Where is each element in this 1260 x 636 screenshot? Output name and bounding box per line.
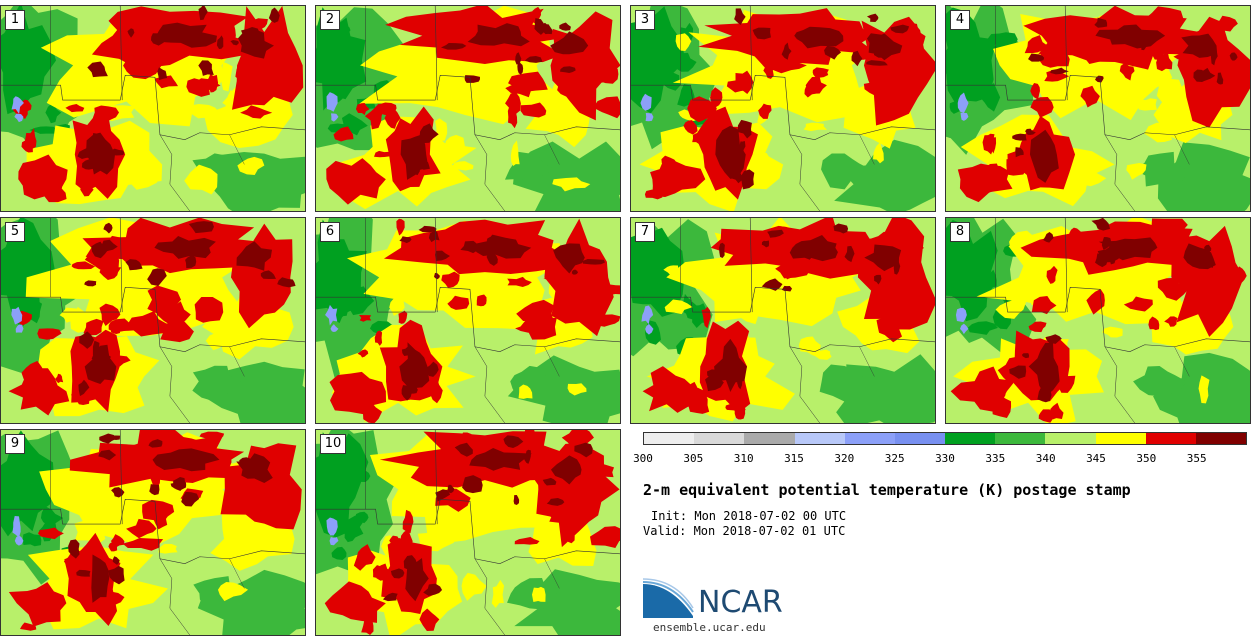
colorbar-tick-label: 345 [1086,452,1106,465]
member-number-label: 10 [320,434,346,454]
colorbar-segment [945,433,996,444]
temperature-map [1,430,305,635]
colorbar-ticks: 300 305 310 315 320 325 330 335 340 345 350 355 [633,452,1247,466]
member-number-label: 7 [635,222,655,242]
ensemble-member-panel: 6 [315,217,621,424]
colorbar-tick-label: 350 [1136,452,1157,465]
colorbar [643,432,1247,445]
colorbar-tick-label: 330 [935,452,955,465]
temperature-map [946,218,1250,423]
colorbar-segment [694,433,745,444]
ensemble-member-panel: 3 [630,5,936,212]
colorbar-segment [844,433,895,444]
colorbar-tick-label: 305 [683,452,704,465]
colorbar-segment [1195,433,1247,444]
colorbar-segment [1045,433,1096,444]
member-number-label: 5 [5,222,25,242]
init-time: Init: Mon 2018-07-02 00 UTC [651,509,847,523]
colorbar-segment [744,433,795,444]
member-number-label: 9 [5,434,25,454]
colorbar-segment [794,433,845,444]
member-number-label: 8 [950,222,970,242]
colorbar-segment [1145,433,1196,444]
logo-text: NCAR [698,585,783,620]
member-number-label: 2 [320,10,340,30]
ensemble-member-panel: 10 [315,429,621,636]
colorbar-segment [894,433,946,444]
ensemble-member-panel: 5 [0,217,306,424]
member-number-label: 4 [950,10,970,30]
member-number-label: 3 [635,10,655,30]
ncar-logo-icon [643,578,694,618]
ensemble-member-panel: 7 [630,217,936,424]
temperature-map [946,6,1250,211]
colorbar-segment [644,433,695,444]
valid-time: Valid: Mon 2018-07-02 01 UTC [643,524,846,538]
colorbar-tick-label: 320 [834,452,855,465]
colorbar-tick-label: 355 [1186,452,1207,465]
colorbar-tick-label: 315 [784,452,804,465]
member-number-label: 1 [5,10,25,30]
ensemble-member-panel: 2 [315,5,621,212]
ensemble-member-panel: 8 [945,217,1251,424]
logo-url: ensemble.ucar.edu [653,621,766,634]
ensemble-member-panel: 1 [0,5,306,212]
colorbar-segment [1095,433,1146,444]
colorbar-tick-label: 335 [985,452,1006,465]
colorbar-tick-label: 340 [1035,452,1056,465]
colorbar-tick-label: 325 [884,452,905,465]
ensemble-member-panel: 4 [945,5,1251,212]
temperature-map [316,218,620,423]
colorbar-segment [995,433,1046,444]
temperature-map [1,6,305,211]
figure-title: 2-m equivalent potential temperature (K)… [643,481,1131,499]
temperature-map [631,218,935,423]
temperature-map [316,6,620,211]
temperature-map [1,218,305,423]
member-number-label: 6 [320,222,340,242]
colorbar-tick-label: 310 [733,452,754,465]
ensemble-member-panel: 9 [0,429,306,636]
temperature-map [631,6,935,211]
temperature-map [316,430,620,635]
colorbar-tick-label: 300 [633,452,653,465]
